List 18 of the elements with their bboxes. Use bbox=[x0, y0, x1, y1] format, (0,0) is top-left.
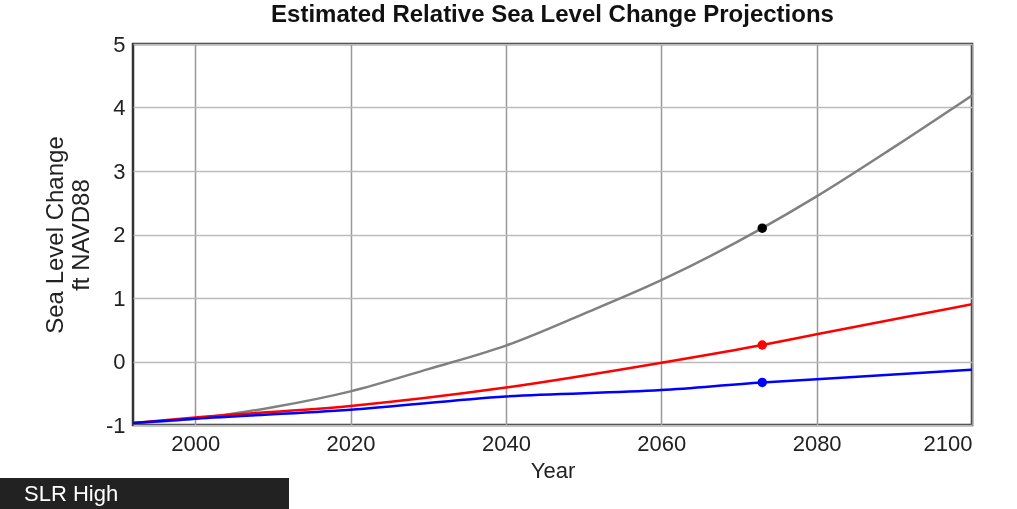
text: SLR High bbox=[0, 478, 289, 509]
x-tick-label: 2080 bbox=[792, 430, 842, 456]
y-tick-label: 2 bbox=[113, 222, 126, 247]
x-axis-title: Year bbox=[530, 457, 576, 483]
y-tick-label: 3 bbox=[113, 158, 126, 184]
x-tick-label: 2000 bbox=[171, 430, 221, 456]
y-tick-label: -1 bbox=[105, 412, 126, 438]
x-tick-label: 2100 bbox=[923, 430, 973, 456]
x-tick-label: 2060 bbox=[637, 430, 687, 456]
y-tick-label: 1 bbox=[113, 285, 126, 311]
chart-title: Estimated Relative Sea Level Change Projections bbox=[271, 0, 834, 27]
x-tick-label: 2020 bbox=[326, 430, 376, 456]
y-axis-title: Sea Level Change ft NAVD88 bbox=[40, 136, 94, 334]
y-tick-label: 5 bbox=[113, 31, 126, 57]
line-series bbox=[133, 368, 972, 425]
y-tick-label: 0 bbox=[113, 349, 126, 374]
x-tick-label: 2040 bbox=[481, 430, 531, 456]
y-tick-label: 4 bbox=[113, 95, 126, 120]
